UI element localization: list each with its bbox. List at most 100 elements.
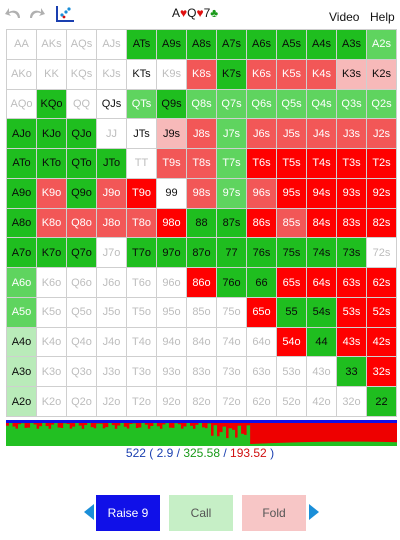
hand-cell[interactable]: 94o: [157, 327, 186, 357]
hand-cell[interactable]: AKs: [37, 30, 66, 59]
hand-cell[interactable]: J6s: [247, 119, 276, 149]
hand-cell[interactable]: J6o: [97, 268, 126, 297]
hand-cell[interactable]: Q5s: [277, 89, 306, 119]
hand-cell[interactable]: K2s: [367, 59, 396, 89]
hand-cell[interactable]: 53s: [337, 297, 366, 327]
call-button[interactable]: Call: [169, 495, 233, 531]
hand-cell[interactable]: KQo: [37, 89, 66, 119]
hand-cell[interactable]: J5s: [277, 119, 306, 149]
hand-cell[interactable]: J4s: [307, 119, 336, 149]
hand-cell[interactable]: 54s: [307, 297, 336, 327]
hand-cell[interactable]: 85o: [187, 297, 216, 327]
hand-cell[interactable]: 84s: [307, 208, 336, 238]
hand-cell[interactable]: 43o: [307, 357, 336, 387]
hand-cell[interactable]: 96o: [157, 268, 186, 297]
hand-cell[interactable]: 64s: [307, 268, 336, 297]
hand-cell[interactable]: Q8s: [187, 89, 216, 119]
hand-cell[interactable]: 83s: [337, 208, 366, 238]
hand-cell[interactable]: T8s: [187, 149, 216, 178]
hand-cell[interactable]: 76s: [247, 238, 276, 268]
hand-cell[interactable]: AKo: [7, 59, 36, 89]
hand-cell[interactable]: 94s: [307, 178, 336, 208]
hand-cell[interactable]: QTo: [67, 149, 96, 178]
hand-cell[interactable]: 87s: [217, 208, 246, 238]
hand-cell[interactable]: Q2s: [367, 89, 396, 119]
hand-cell[interactable]: 66: [247, 268, 276, 297]
hand-cell[interactable]: 82o: [187, 387, 216, 416]
hand-cell[interactable]: K3o: [37, 357, 66, 387]
hand-cell[interactable]: T8o: [127, 208, 156, 238]
hand-cell[interactable]: 64o: [247, 327, 276, 357]
hand-cell[interactable]: T9o: [127, 178, 156, 208]
hand-cell[interactable]: K5o: [37, 297, 66, 327]
hand-cell[interactable]: JTo: [97, 149, 126, 178]
hand-cell[interactable]: 42o: [307, 387, 336, 416]
hand-cell[interactable]: 85s: [277, 208, 306, 238]
hand-cell[interactable]: A3o: [7, 357, 36, 387]
hand-cell[interactable]: 72o: [217, 387, 246, 416]
hand-cell[interactable]: K9s: [157, 59, 186, 89]
hand-cell[interactable]: Q6o: [67, 268, 96, 297]
hand-cell[interactable]: QJo: [67, 119, 96, 149]
hand-cell[interactable]: JTs: [127, 119, 156, 149]
video-menu-link[interactable]: Video: [329, 10, 360, 24]
hand-cell[interactable]: J8s: [187, 119, 216, 149]
hand-cell[interactable]: T2o: [127, 387, 156, 416]
hand-cell[interactable]: 86o: [187, 268, 216, 297]
hand-cell[interactable]: 52o: [277, 387, 306, 416]
hand-cell[interactable]: 54o: [277, 327, 306, 357]
hand-cell[interactable]: A9o: [7, 178, 36, 208]
hand-cell[interactable]: 86s: [247, 208, 276, 238]
hand-cell[interactable]: 52s: [367, 297, 396, 327]
hand-cell[interactable]: A6o: [7, 268, 36, 297]
hand-cell[interactable]: 72s: [367, 238, 396, 268]
hand-cell[interactable]: 53o: [277, 357, 306, 387]
raise-button[interactable]: Raise 9: [96, 495, 160, 531]
hand-cell[interactable]: A4s: [307, 30, 336, 59]
help-menu-link[interactable]: Help: [370, 10, 395, 24]
undo-arrow-icon[interactable]: [4, 4, 24, 22]
hand-cell[interactable]: QQ: [67, 89, 96, 119]
hand-cell[interactable]: 74s: [307, 238, 336, 268]
hand-cell[interactable]: K9o: [37, 178, 66, 208]
hand-cell[interactable]: ATs: [127, 30, 156, 59]
hand-cell[interactable]: KTs: [127, 59, 156, 89]
hand-cell[interactable]: A7o: [7, 238, 36, 268]
hand-cell[interactable]: JJ: [97, 119, 126, 149]
hand-cell[interactable]: Q5o: [67, 297, 96, 327]
hand-cell[interactable]: J7o: [97, 238, 126, 268]
hand-cell[interactable]: AQo: [7, 89, 36, 119]
hand-cell[interactable]: 62s: [367, 268, 396, 297]
hand-cell[interactable]: J4o: [97, 327, 126, 357]
hand-cell[interactable]: KJo: [37, 119, 66, 149]
hand-cell[interactable]: 65o: [247, 297, 276, 327]
hand-cell[interactable]: 63s: [337, 268, 366, 297]
hand-cell[interactable]: Q4o: [67, 327, 96, 357]
hand-cell[interactable]: K7s: [217, 59, 246, 89]
hand-cell[interactable]: Q9s: [157, 89, 186, 119]
hand-cell[interactable]: A8o: [7, 208, 36, 238]
hand-cell[interactable]: 62o: [247, 387, 276, 416]
hand-cell[interactable]: K6o: [37, 268, 66, 297]
hand-cell[interactable]: K4o: [37, 327, 66, 357]
hand-cell[interactable]: Q3s: [337, 89, 366, 119]
hand-cell[interactable]: 75s: [277, 238, 306, 268]
hand-cell[interactable]: J9s: [157, 119, 186, 149]
hand-cell[interactable]: J7s: [217, 119, 246, 149]
hand-cell[interactable]: 87o: [187, 238, 216, 268]
hand-cell[interactable]: T9s: [157, 149, 186, 178]
hand-cell[interactable]: 93o: [157, 357, 186, 387]
hand-cell[interactable]: AQs: [67, 30, 96, 59]
hand-cell[interactable]: A7s: [217, 30, 246, 59]
hand-cell[interactable]: 95s: [277, 178, 306, 208]
fold-button[interactable]: Fold: [242, 495, 306, 531]
hand-cell[interactable]: Q7s: [217, 89, 246, 119]
hand-cell[interactable]: AA: [7, 30, 36, 59]
hand-cell[interactable]: A2o: [7, 387, 36, 416]
hand-cell[interactable]: 74o: [217, 327, 246, 357]
hand-cell[interactable]: Q3o: [67, 357, 96, 387]
hand-cell[interactable]: A5o: [7, 297, 36, 327]
hand-cell[interactable]: 63o: [247, 357, 276, 387]
hand-cell[interactable]: KTo: [37, 149, 66, 178]
redo-arrow-icon[interactable]: [26, 4, 46, 22]
